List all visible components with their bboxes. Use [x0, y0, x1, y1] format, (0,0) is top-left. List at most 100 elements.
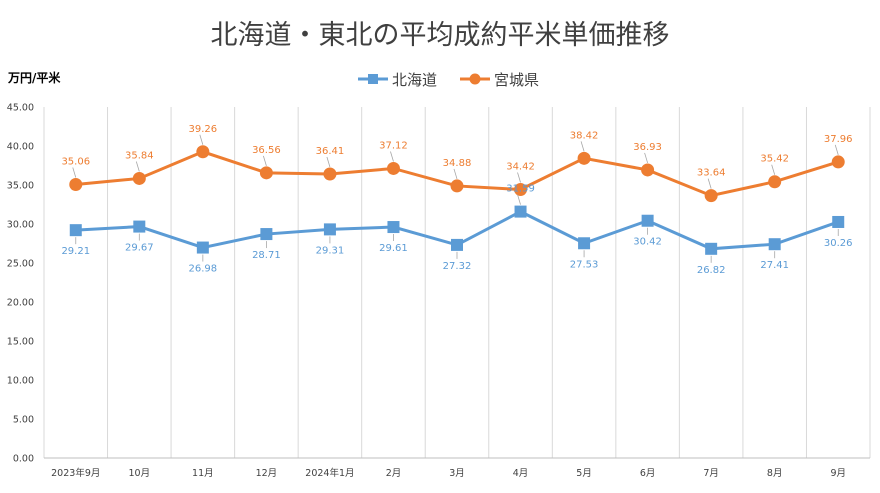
- x-tick-label: 5月: [576, 468, 592, 479]
- data-point: [514, 205, 527, 218]
- leader-line: [771, 164, 776, 175]
- y-tick-label: 15.00: [7, 337, 34, 348]
- data-point: [450, 179, 464, 193]
- leader-line: [517, 194, 521, 205]
- data-point: [451, 238, 463, 251]
- y-tick-label: 25.00: [7, 259, 34, 270]
- data-label: 35.84: [125, 150, 154, 161]
- data-labels: 29.21 29.67 26.98 28.71 29.31 29.61 27.32 31.59…: [61, 124, 852, 276]
- leader-line: [644, 152, 648, 164]
- y-tick-label: 5.00: [13, 415, 34, 426]
- x-tick-label: 3月: [449, 468, 465, 479]
- data-point: [641, 214, 654, 227]
- chart-title: 北海道・東北の平均成約平米単価推移: [211, 20, 670, 51]
- data-label: 34.42: [506, 162, 535, 173]
- leader-line: [580, 141, 585, 152]
- data-point: [133, 220, 146, 233]
- x-tick-label: 2月: [386, 468, 402, 479]
- data-label: 38.42: [570, 130, 599, 141]
- data-point: [196, 241, 209, 254]
- data-point: [260, 228, 273, 241]
- data-label: 27.53: [570, 259, 599, 270]
- data-point: [387, 221, 400, 234]
- data-label: 26.82: [697, 265, 726, 276]
- y-tick-label: 10.00: [7, 376, 34, 387]
- data-point: [768, 175, 782, 189]
- data-point: [768, 238, 781, 251]
- leader-line: [199, 134, 204, 145]
- leader-line: [453, 168, 458, 180]
- data-point: [704, 189, 718, 203]
- data-label: 35.42: [760, 154, 789, 165]
- data-point: [514, 183, 528, 197]
- data-label: 30.26: [824, 238, 853, 249]
- x-tick-label: 7月: [703, 468, 719, 479]
- data-point: [259, 166, 273, 180]
- x-tick-label: 9月: [830, 468, 846, 479]
- leader-line: [326, 156, 331, 168]
- y-tick-label: 40.00: [7, 142, 34, 153]
- x-axis-ticks: 2023年9月 10月 11月 12月 2024年1月 2月 3月 4月 5月 6月 7月 8月 9月: [51, 467, 846, 479]
- data-label: 37.96: [824, 134, 853, 145]
- data-label: 37.12: [379, 140, 408, 151]
- data-label: 34.88: [443, 158, 472, 169]
- x-tick-label: 8月: [767, 468, 783, 479]
- leader-line: [707, 178, 712, 189]
- data-point: [705, 242, 718, 255]
- data-label: 39.26: [189, 124, 218, 135]
- y-tick-label: 30.00: [7, 220, 34, 231]
- data-label: 36.93: [633, 142, 662, 153]
- y-tick-label: 35.00: [7, 181, 34, 192]
- leader-line: [72, 167, 77, 178]
- data-point: [69, 224, 82, 237]
- legend: 北海道 宮城県: [358, 71, 539, 89]
- x-tick-label: 2023年9月: [51, 467, 100, 479]
- x-tick-label: 11月: [192, 468, 214, 479]
- leader-line: [390, 151, 394, 162]
- x-tick-label: 6月: [640, 468, 656, 479]
- data-label: 29.21: [61, 246, 90, 257]
- data-label: 27.32: [443, 261, 472, 272]
- data-point: [578, 237, 591, 250]
- leader-line: [517, 172, 521, 183]
- data-label: 26.98: [189, 264, 218, 275]
- data-label: 29.31: [316, 245, 345, 256]
- x-tick-label: 2024年1月: [305, 467, 354, 479]
- data-label: 33.64: [697, 168, 726, 179]
- data-label: 27.41: [760, 260, 789, 271]
- data-label: 35.06: [61, 157, 90, 168]
- legend-label: 北海道: [392, 71, 437, 89]
- data-point: [132, 171, 146, 185]
- y-tick-label: 0.00: [13, 454, 34, 465]
- data-point: [832, 215, 845, 228]
- y-axis-ticks: 0.00 5.00 10.00 15.00 20.00 25.00 30.00 35.00 40…: [7, 103, 34, 465]
- leader-line: [135, 161, 140, 172]
- x-tick-label: 10月: [129, 468, 151, 479]
- x-tick-label: 4月: [513, 468, 529, 479]
- data-point: [69, 178, 83, 192]
- legend-marker: [368, 74, 378, 84]
- y-tick-label: 20.00: [7, 298, 34, 309]
- legend-marker: [469, 73, 481, 85]
- data-label: 29.61: [379, 243, 408, 254]
- leader-line: [834, 144, 839, 156]
- series-group: [69, 145, 845, 255]
- data-point: [323, 223, 336, 236]
- legend-label: 宮城県: [494, 71, 539, 89]
- y-tick-label: 45.00: [7, 103, 34, 114]
- data-label: 28.71: [252, 250, 281, 261]
- data-point: [641, 163, 655, 177]
- leader-line: [263, 155, 267, 166]
- data-label: 29.67: [125, 243, 154, 254]
- data-label: 30.42: [633, 237, 662, 248]
- data-point: [831, 155, 845, 169]
- data-point: [577, 151, 591, 165]
- data-label: 36.41: [316, 146, 345, 157]
- y-axis-label: 万円/平米: [7, 70, 61, 85]
- data-label: 36.56: [252, 145, 281, 156]
- data-label: 31.59: [506, 184, 535, 195]
- data-point: [323, 167, 337, 181]
